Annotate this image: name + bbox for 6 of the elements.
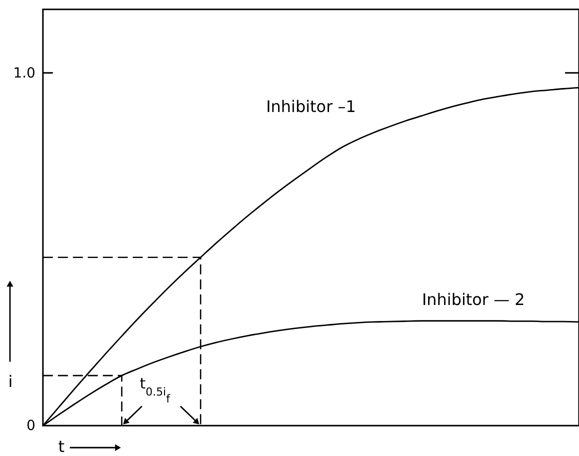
x-axis-title: t (58, 437, 65, 456)
y-tick-label: 0 (26, 418, 36, 434)
y-tick-label: 1.0 (13, 65, 36, 82)
y-axis-title: i (8, 372, 13, 392)
series-label: Inhibitor — 2 (422, 290, 525, 309)
series-label: Inhibitor –1 (266, 96, 356, 116)
